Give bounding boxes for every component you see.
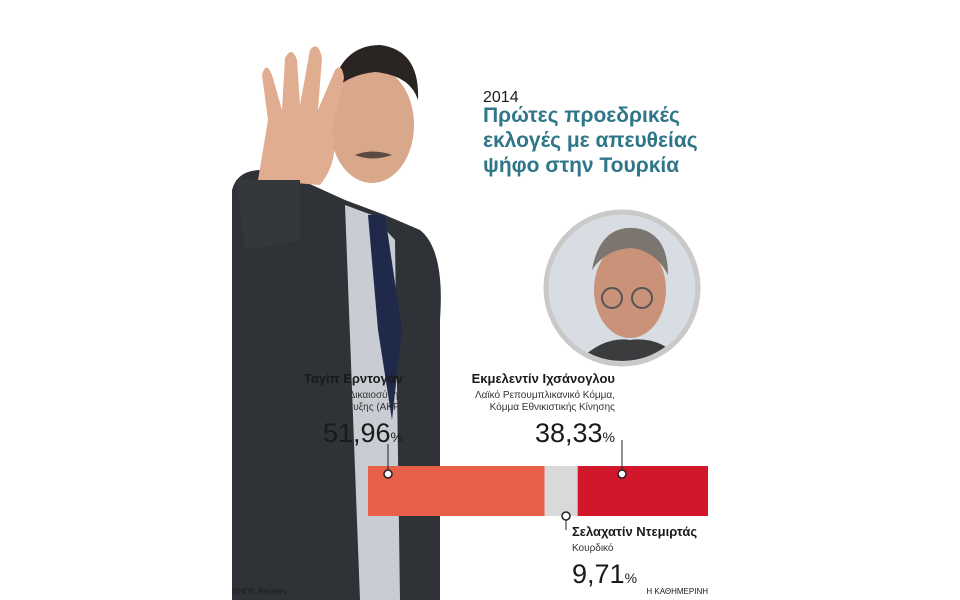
candidate-name: Ταγίπ Ερντογάν bbox=[304, 371, 403, 386]
leader-dot bbox=[561, 511, 571, 521]
bar-segment bbox=[577, 466, 708, 516]
title-line: ψήφο στην Τουρκία bbox=[483, 154, 679, 177]
portrait-circle bbox=[543, 209, 701, 367]
year: 2014 bbox=[483, 89, 519, 106]
value-unit: % bbox=[603, 429, 615, 445]
value-label: 38,33% bbox=[535, 418, 615, 448]
leader-dot bbox=[383, 469, 393, 479]
title-line: Πρώτες προεδρικές bbox=[483, 104, 680, 127]
party: Κόμμα Δικαιοσύνης bbox=[317, 389, 403, 401]
value-number: 51,96 bbox=[323, 418, 391, 448]
portrait-main bbox=[232, 45, 441, 600]
value-unit: % bbox=[625, 570, 637, 586]
value-label: 51,96% bbox=[323, 418, 403, 448]
candidate-name: Εκμελεντίν Ιχσάνογλου bbox=[472, 371, 616, 386]
party: Κόμμα Εθνικιστικής Κίνησης bbox=[490, 401, 616, 413]
party: και Ανάπτυξης (ΑΚΡ) bbox=[310, 401, 403, 413]
value-unit: % bbox=[391, 429, 403, 445]
title-line: εκλογές με απευθείας bbox=[483, 129, 698, 152]
credit: Η ΚΑΘΗΜΕΡΙΝΗ bbox=[646, 587, 708, 596]
candidate-name: Σελαχατίν Ντεμιρτάς bbox=[572, 524, 697, 539]
value-number: 38,33 bbox=[535, 418, 603, 448]
party: Λαϊκό Ρεπουμπλικανικό Κόμμα, bbox=[475, 389, 615, 401]
value-number: 9,71 bbox=[572, 559, 625, 589]
source: ΠΗΓΗ: Reuters bbox=[232, 587, 286, 596]
party: Κουρδικό bbox=[572, 542, 614, 554]
value-label: 9,71% bbox=[572, 559, 637, 589]
bar-segment bbox=[544, 466, 578, 516]
bar-segment bbox=[368, 466, 545, 516]
leader-dot bbox=[617, 469, 627, 479]
